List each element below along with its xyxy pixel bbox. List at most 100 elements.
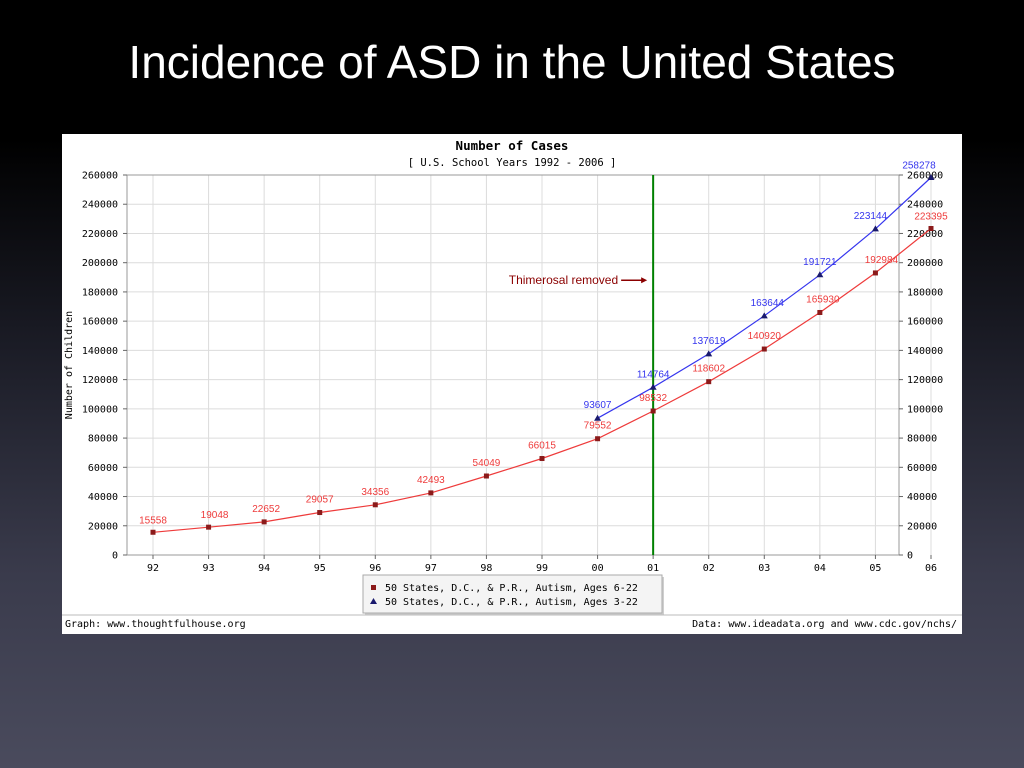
data-label: 191721	[803, 257, 837, 268]
x-tick-label: 00	[592, 563, 604, 574]
data-point	[150, 529, 156, 535]
y-tick-label: 160000	[82, 317, 118, 328]
y-tick-label: 200000	[907, 258, 943, 269]
data-label: 19048	[201, 510, 229, 521]
y-tick-label: 180000	[907, 287, 943, 298]
data-label: 79552	[584, 421, 612, 432]
data-point	[372, 502, 378, 508]
x-tick-label: 97	[425, 563, 437, 574]
legend: 50 States, D.C., & P.R., Autism, Ages 6-…	[362, 574, 664, 615]
data-point	[428, 490, 434, 496]
footer-source: Data: www.ideadata.org and www.cdc.gov/n…	[692, 619, 957, 630]
x-tick-label: 01	[647, 563, 659, 574]
asd-cases-chart: Number of Cases [ U.S. School Years 1992…	[62, 134, 962, 634]
y-tick-label: 220000	[82, 229, 118, 240]
legend-label: 50 States, D.C., & P.R., Autism, Ages 6-…	[385, 583, 638, 594]
x-tick-label: 95	[314, 563, 326, 574]
data-point	[928, 225, 934, 231]
data-label: 223144	[854, 211, 888, 222]
y-tick-label: 40000	[88, 492, 118, 503]
data-label: 93607	[584, 400, 612, 411]
data-point	[539, 456, 545, 462]
data-point	[483, 473, 489, 479]
data-point	[594, 414, 602, 421]
x-axis: 92 93 94 95 96 97 98 99 00 01 02 03 04 05 06	[147, 555, 937, 574]
y-axis-label: Number of Children	[64, 311, 75, 419]
x-tick-label: 98	[480, 563, 492, 574]
data-label: 22652	[252, 504, 280, 515]
annotation-arrowhead	[641, 277, 648, 284]
y-tick-label: 120000	[82, 375, 118, 386]
y-tick-label: 100000	[907, 404, 943, 415]
x-tick-label: 93	[203, 563, 215, 574]
x-tick-label: 96	[369, 563, 381, 574]
data-label: 165930	[806, 294, 840, 305]
y-tick-label: 60000	[907, 463, 937, 474]
y-axis-left: 0 20000 40000 60000 80000 100000 120000 140000 1…	[82, 171, 127, 562]
data-label: 98532	[639, 393, 667, 404]
data-point	[816, 271, 824, 278]
data-label: 66015	[528, 441, 556, 452]
y-tick-label: 240000	[82, 200, 118, 211]
legend-box	[362, 574, 663, 614]
y-tick-label: 240000	[907, 200, 943, 211]
plot-frame	[126, 174, 900, 556]
data-label: 42493	[417, 475, 445, 486]
x-tick-label: 04	[814, 563, 826, 574]
x-tick-label: 05	[869, 563, 881, 574]
data-point	[595, 436, 601, 442]
y-tick-label: 220000	[907, 229, 943, 240]
data-label: 163644	[751, 298, 785, 309]
y-tick-label: 260000	[82, 171, 118, 182]
y-tick-label: 80000	[88, 434, 118, 445]
x-tick-label: 94	[258, 563, 270, 574]
series-layer: 15558 19048 22652 29057 34356 42493 54049 66015…	[139, 161, 948, 535]
data-label: 258278	[902, 161, 936, 172]
data-point	[261, 519, 267, 525]
y-tick-label: 160000	[907, 317, 943, 328]
data-label: 34356	[361, 487, 389, 498]
data-label: 192984	[865, 255, 899, 266]
legend-marker	[371, 585, 376, 590]
y-tick-label: 140000	[82, 346, 118, 357]
data-point	[760, 312, 768, 319]
data-label: 29057	[306, 495, 334, 506]
x-tick-label: 99	[536, 563, 548, 574]
y-tick-label: 20000	[88, 521, 118, 532]
data-point	[650, 408, 656, 414]
slide-title: Incidence of ASD in the United States	[128, 36, 896, 88]
y-tick-label: 100000	[82, 404, 118, 415]
data-point	[871, 225, 879, 232]
chart-background	[62, 134, 962, 634]
y-tick-label: 140000	[907, 346, 943, 357]
data-point	[317, 510, 323, 516]
y-tick-label: 0	[112, 551, 118, 562]
data-label: 54049	[473, 458, 501, 469]
data-point	[705, 350, 713, 357]
data-point	[649, 383, 657, 390]
annotation: Thimerosal removed	[509, 175, 655, 555]
y-tick-label: 40000	[907, 492, 937, 503]
y-tick-label: 200000	[82, 258, 118, 269]
x-tick-label: 92	[147, 563, 159, 574]
series-1: 15558 19048 22652 29057 34356 42493 54049 66015…	[139, 211, 948, 535]
x-tick-label: 03	[758, 563, 770, 574]
legend-label: 50 States, D.C., & P.R., Autism, Ages 3-…	[385, 597, 638, 608]
y-tick-label: 120000	[907, 375, 943, 386]
chart-subtitle: [ U.S. School Years 1992 - 2006 ]	[408, 157, 617, 169]
data-point	[206, 524, 212, 530]
data-label: 137619	[692, 336, 726, 347]
legend-marker	[370, 598, 377, 604]
data-label: 223395	[914, 211, 948, 222]
data-point	[927, 174, 935, 181]
data-point	[872, 270, 878, 276]
footer-credit: Graph: www.thoughtfulhouse.org	[65, 619, 246, 630]
annotation-label: Thimerosal removed	[509, 273, 618, 287]
data-label: 114764	[637, 369, 670, 380]
y-tick-label: 260000	[907, 171, 943, 182]
data-point	[817, 309, 823, 315]
y-axis-right: 0 20000 40000 60000 80000 100000 120000 140000 1…	[899, 171, 943, 562]
chart-panel: Number of Cases [ U.S. School Years 1992…	[62, 134, 962, 634]
chart-title: Number of Cases	[456, 138, 569, 153]
data-point	[761, 346, 767, 352]
